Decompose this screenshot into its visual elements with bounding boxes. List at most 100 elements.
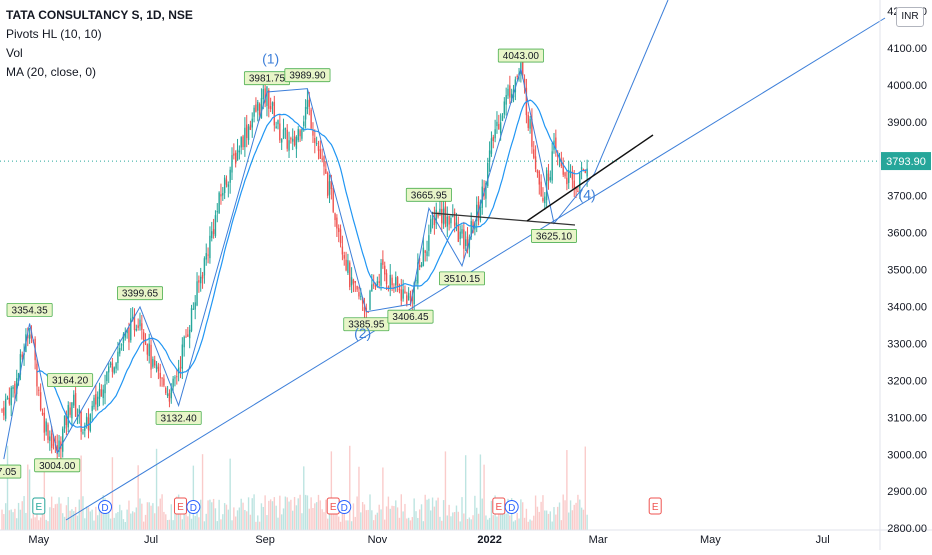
candle-body xyxy=(91,405,93,412)
volume-bar xyxy=(280,514,283,530)
volume-bar xyxy=(233,507,235,530)
candle-body xyxy=(67,405,69,428)
candle-body xyxy=(78,409,80,414)
volume-bar xyxy=(363,504,366,530)
candle-body xyxy=(569,171,572,173)
volume-bar xyxy=(62,513,64,530)
dividend-icon xyxy=(337,500,352,514)
candle-body xyxy=(407,293,410,301)
volume-bar xyxy=(212,498,215,530)
volume-bar xyxy=(437,497,439,530)
volume-bar xyxy=(474,495,476,530)
volume-bar xyxy=(448,504,450,530)
candle-body xyxy=(4,399,7,419)
candle-body xyxy=(106,371,108,382)
ma-line xyxy=(36,99,588,429)
volume-bar xyxy=(338,516,340,530)
pivot-label: 3004.00 xyxy=(34,458,81,473)
volume-bar xyxy=(584,446,586,530)
volume-bar xyxy=(288,501,290,530)
candle-body xyxy=(577,190,579,192)
volume-bar xyxy=(481,498,483,530)
volume-bar xyxy=(361,502,364,530)
volume-bar xyxy=(192,465,195,530)
candle-body xyxy=(234,152,237,164)
candle-body xyxy=(280,138,283,143)
volume-bar xyxy=(336,505,338,530)
candle-body xyxy=(286,129,288,149)
candle-body xyxy=(448,215,450,225)
symbol-title[interactable]: TATA CONSULTANCY S, 1D, NSE xyxy=(6,8,193,22)
volume-bar xyxy=(135,507,138,530)
volume-bar xyxy=(549,511,552,530)
candle-body xyxy=(39,392,42,410)
volume-bar xyxy=(292,510,294,530)
volume-bar xyxy=(165,514,167,530)
event-marker: D xyxy=(98,500,113,514)
volume-bar xyxy=(457,511,460,530)
candle-body xyxy=(321,158,323,160)
volume-bar xyxy=(223,503,226,530)
volume-bar xyxy=(65,505,68,530)
pivot-box xyxy=(387,309,434,324)
candle-body xyxy=(62,428,64,452)
currency-badge[interactable]: INR xyxy=(896,7,924,27)
candle-body xyxy=(549,177,552,181)
pivot-box xyxy=(343,317,390,332)
volume-bar xyxy=(455,505,458,530)
candle-body xyxy=(271,102,274,106)
candle-body xyxy=(165,387,167,394)
volume-bar xyxy=(422,521,425,530)
indicator-ma[interactable]: MA (20, close, 0) xyxy=(6,65,97,79)
candle-body xyxy=(12,386,14,389)
volume-bar xyxy=(553,507,555,530)
candle-body xyxy=(464,239,467,246)
volume-bar xyxy=(82,496,84,530)
candle-body xyxy=(308,99,310,107)
volume-bar xyxy=(50,496,53,530)
volume-bar xyxy=(104,498,106,530)
volume-bar xyxy=(490,500,493,530)
volume-bar xyxy=(262,506,264,530)
volume-bar xyxy=(290,499,292,530)
candle-body xyxy=(422,247,425,266)
candle-body xyxy=(49,436,51,441)
indicator-pivots[interactable]: Pivots HL (10, 10) xyxy=(6,27,102,41)
candle-body xyxy=(154,360,156,366)
volume-bar xyxy=(547,513,550,530)
volume-bar xyxy=(282,508,285,530)
candle-body xyxy=(183,336,185,348)
dividend-icon xyxy=(98,500,113,514)
volume-bar xyxy=(211,502,213,530)
volume-bar xyxy=(32,502,34,530)
candle-body xyxy=(275,126,277,129)
volume-bar xyxy=(520,499,522,530)
pivot-box xyxy=(117,286,164,301)
pivot-value: 3385.95 xyxy=(348,320,385,331)
volume-bar xyxy=(459,521,461,530)
volume-bar xyxy=(170,504,172,530)
volume-bar xyxy=(389,508,391,530)
volume-bar xyxy=(496,516,498,530)
pivot-labels: 3354.35 3164.20 3004.00 87.05 3399.65 3132.40… xyxy=(0,48,578,479)
candle-body xyxy=(326,172,329,196)
candle-body xyxy=(358,292,360,297)
volume-bar xyxy=(187,516,189,530)
volume-bar xyxy=(93,520,95,530)
chart-legend: TATA CONSULTANCY S, 1D, NSE Pivots HL (1… xyxy=(6,6,193,82)
volume-bar xyxy=(155,448,158,530)
candle-body xyxy=(253,107,255,117)
indicator-volume[interactable]: Vol xyxy=(6,46,23,60)
candle-body xyxy=(14,383,16,394)
volume-bar xyxy=(96,515,99,530)
volume-bar xyxy=(323,512,325,530)
candle-body xyxy=(433,216,436,226)
candle-body xyxy=(363,307,366,312)
candle-body xyxy=(435,209,437,224)
event-marker: E xyxy=(492,497,506,515)
volume-bar xyxy=(128,500,130,530)
candle-body xyxy=(268,90,270,109)
